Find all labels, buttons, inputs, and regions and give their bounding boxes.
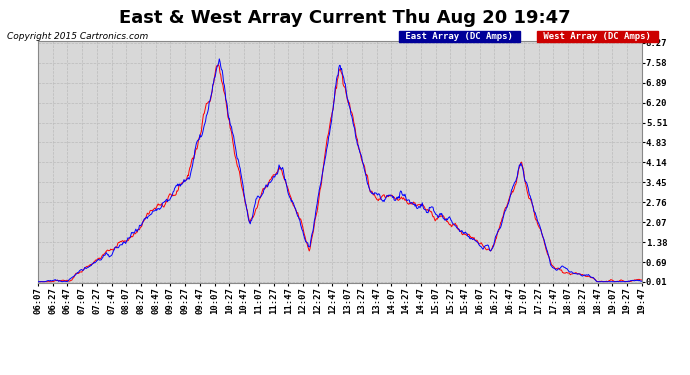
Text: West Array (DC Amps): West Array (DC Amps) <box>538 32 656 41</box>
Text: Copyright 2015 Cartronics.com: Copyright 2015 Cartronics.com <box>7 32 148 41</box>
Text: East Array (DC Amps): East Array (DC Amps) <box>400 32 518 41</box>
Text: East & West Array Current Thu Aug 20 19:47: East & West Array Current Thu Aug 20 19:… <box>119 9 571 27</box>
